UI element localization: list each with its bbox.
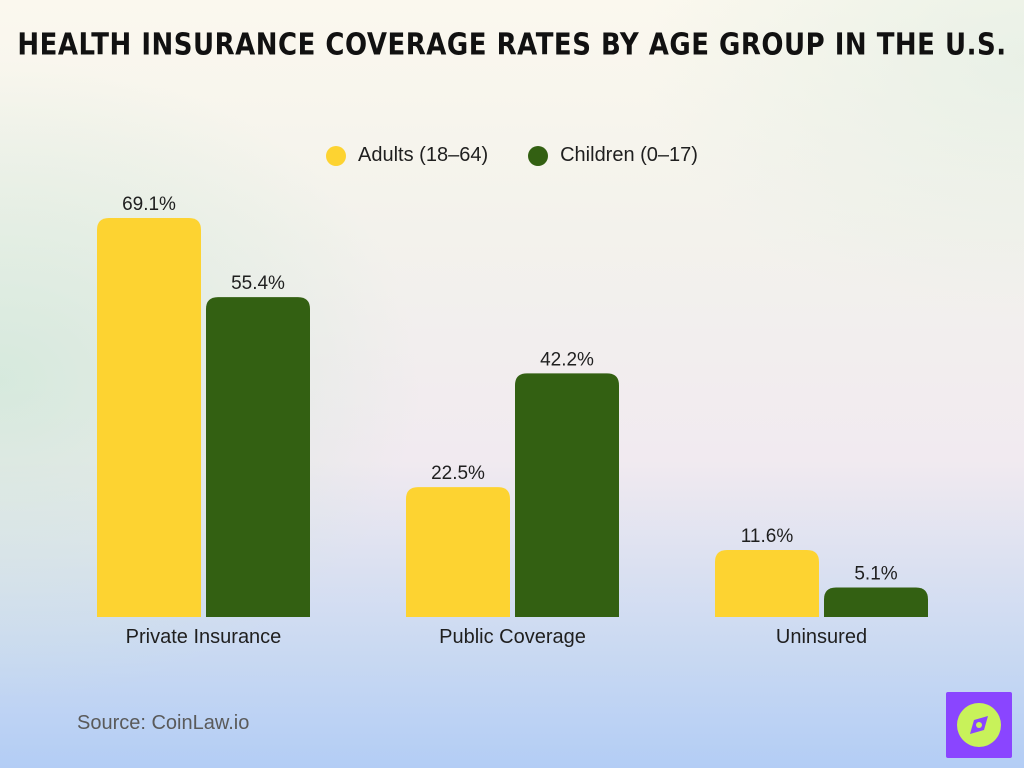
legend: Adults (18–64) Children (0–17) bbox=[0, 144, 1024, 167]
legend-item-children: Children (0–17) bbox=[528, 144, 698, 167]
legend-label-adults: Adults (18–64) bbox=[358, 144, 489, 166]
bar-adults-2 bbox=[715, 550, 819, 617]
legend-label-children: Children (0–17) bbox=[560, 144, 698, 166]
chart-title: Health Insurance Coverage Rates by Age G… bbox=[17, 27, 1007, 63]
x-tick-label-2: Uninsured bbox=[776, 626, 867, 648]
x-tick-label-1: Public Coverage bbox=[439, 626, 586, 648]
source-note: Source: CoinLaw.io bbox=[77, 712, 250, 734]
brand-logo bbox=[946, 692, 1012, 758]
data-label-adults-1: 22.5% bbox=[431, 463, 485, 484]
data-label-children-0: 55.4% bbox=[231, 273, 285, 294]
legend-swatch-children bbox=[528, 145, 549, 166]
legend-swatch-adults bbox=[326, 145, 347, 166]
data-label-adults-0: 69.1% bbox=[122, 194, 176, 215]
bar-children-0 bbox=[206, 297, 310, 617]
legend-item-adults: Adults (18–64) bbox=[326, 144, 488, 167]
data-label-children-2: 5.1% bbox=[854, 564, 897, 585]
bar-adults-0 bbox=[97, 218, 201, 617]
bar-adults-1 bbox=[406, 487, 510, 617]
data-label-children-1: 42.2% bbox=[540, 349, 594, 370]
x-tick-label-0: Private Insurance bbox=[126, 626, 282, 648]
bar-children-2 bbox=[824, 587, 928, 617]
compass-icon bbox=[957, 703, 1001, 747]
bar-children-1 bbox=[515, 373, 619, 617]
data-label-adults-2: 11.6% bbox=[741, 526, 794, 547]
